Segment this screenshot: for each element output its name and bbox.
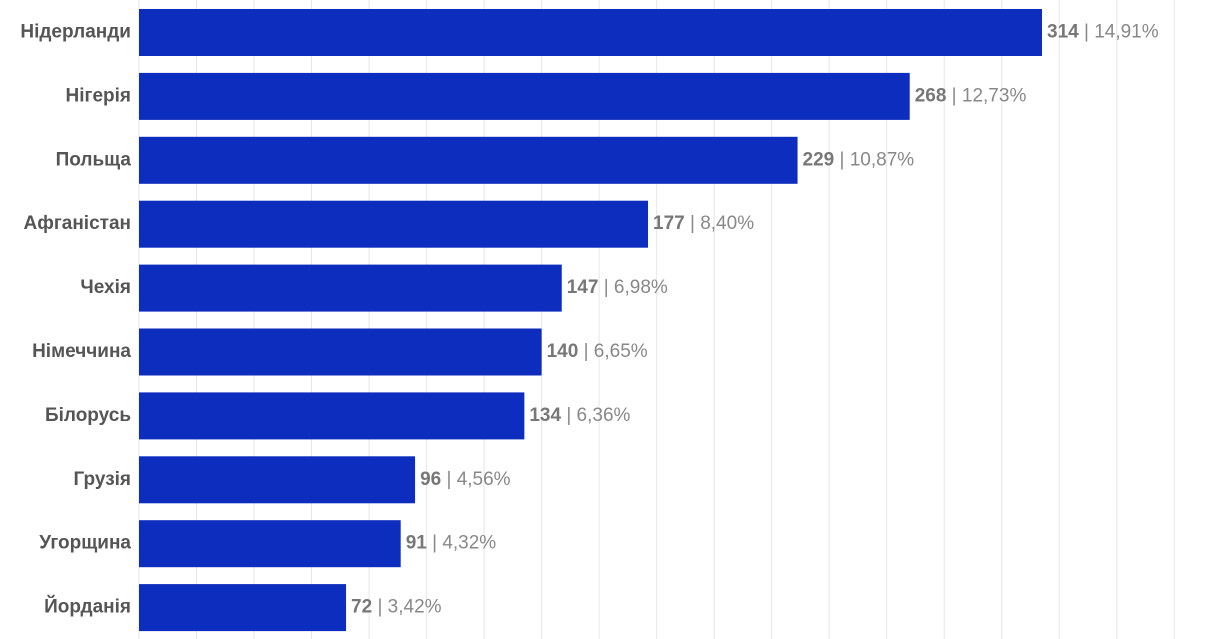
bar-6: [139, 392, 525, 440]
bar-4: [139, 264, 562, 312]
value-percent-7: | 4,56%: [441, 469, 510, 490]
bar-0: [139, 9, 1042, 56]
bar-3: [139, 200, 649, 248]
value-number-1: 268: [915, 85, 947, 106]
value-label-0: 314 | 14,91%: [1047, 22, 1159, 43]
value-label-9: 72 | 3,42%: [351, 597, 442, 618]
value-number-3: 177: [653, 213, 685, 234]
value-number-2: 229: [803, 149, 835, 170]
value-percent-9: | 3,42%: [372, 597, 441, 618]
value-label-8: 91 | 4,32%: [406, 533, 497, 554]
category-label-3: Афганістан: [24, 213, 132, 234]
value-label-1: 268 | 12,73%: [915, 85, 1027, 106]
value-number-4: 147: [567, 277, 599, 298]
bars: [139, 9, 1042, 632]
value-label-3: 177 | 8,40%: [653, 213, 754, 234]
value-label-5: 140 | 6,65%: [547, 341, 648, 362]
value-percent-6: | 6,36%: [561, 405, 630, 426]
value-number-9: 72: [351, 597, 372, 618]
value-label-7: 96 | 4,56%: [420, 469, 511, 490]
bar-5: [139, 328, 542, 376]
category-label-9: Йорданія: [44, 596, 131, 618]
value-percent-0: | 14,91%: [1079, 22, 1159, 43]
value-percent-5: | 6,65%: [578, 341, 647, 362]
value-number-7: 96: [420, 469, 441, 490]
value-number-6: 134: [529, 405, 561, 426]
value-number-5: 140: [547, 341, 579, 362]
bar-8: [139, 520, 401, 568]
bar-1: [139, 72, 910, 120]
value-number-8: 91: [406, 533, 428, 554]
category-label-6: Білорусь: [45, 405, 131, 426]
category-label-0: Нідерланди: [20, 22, 131, 43]
value-label-2: 229 | 10,87%: [803, 149, 915, 170]
category-label-7: Грузія: [73, 469, 131, 490]
value-label-4: 147 | 6,98%: [567, 277, 668, 298]
category-label-1: Нігерія: [66, 85, 131, 106]
category-label-2: Польща: [56, 149, 132, 170]
bar-7: [139, 456, 416, 504]
value-percent-4: | 6,98%: [598, 277, 667, 298]
value-percent-3: | 8,40%: [685, 213, 754, 234]
value-number-0: 314: [1047, 22, 1079, 43]
category-labels: Нідерланди Нігерія Польща Афганістан Чехія Ні…: [20, 22, 131, 618]
bar-2: [139, 136, 798, 184]
category-label-4: Чехія: [80, 277, 131, 298]
value-percent-1: | 12,73%: [946, 85, 1026, 106]
category-label-8: Угорщина: [39, 533, 131, 554]
value-labels: 314 | 14,91% 268 | 12,73% 229 | 10,87% 177 …: [351, 22, 1159, 618]
value-percent-2: | 10,87%: [834, 149, 914, 170]
value-label-6: 134 | 6,36%: [529, 405, 630, 426]
category-label-5: Німеччина: [32, 341, 131, 362]
value-percent-8: | 4,32%: [427, 533, 496, 554]
bar-9: [139, 584, 347, 632]
